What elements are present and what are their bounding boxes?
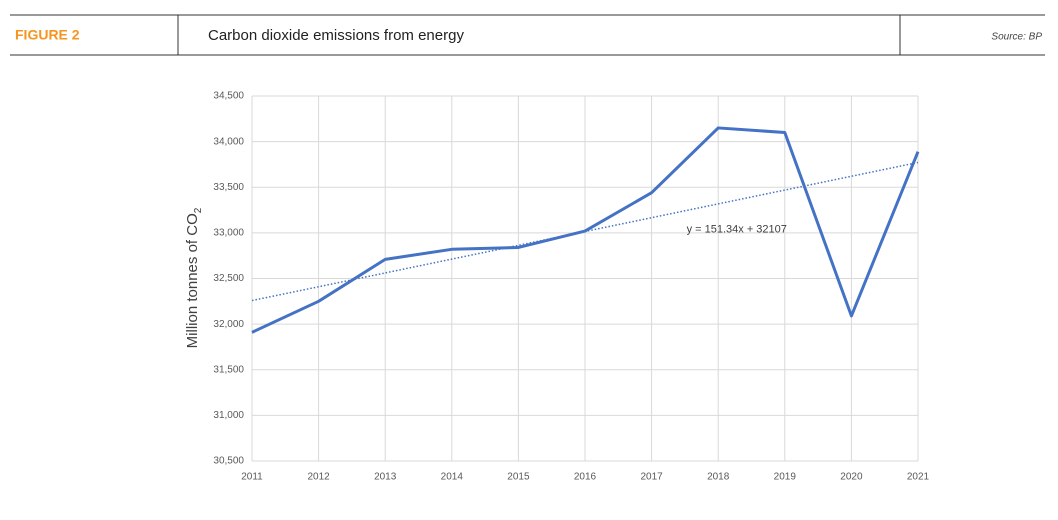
x-tick-label: 2017	[640, 472, 663, 483]
y-tick-label: 34,000	[213, 136, 244, 147]
x-tick-label: 2018	[707, 472, 730, 483]
figure-title: Carbon dioxide emissions from energy	[208, 27, 464, 44]
y-tick-label: 32,000	[213, 319, 244, 330]
y-tick-label: 30,500	[213, 456, 244, 467]
y-tick-label: 33,500	[213, 182, 244, 193]
x-tick-label: 2014	[441, 472, 464, 483]
y-tick-label: 34,500	[213, 91, 244, 102]
x-tick-label: 2015	[507, 472, 530, 483]
figure-number: FIGURE 2	[15, 27, 80, 43]
y-tick-label: 32,500	[213, 273, 244, 284]
y-axis-label: Million tonnes of CO2	[184, 207, 204, 348]
trendline-label: y = 151.34x + 32107	[687, 224, 787, 236]
source: Source: BP	[991, 32, 1042, 43]
x-tick-label: 2019	[774, 472, 797, 483]
x-tick-label: 2013	[374, 472, 397, 483]
y-tick-label: 31,500	[213, 364, 244, 375]
y-tick-label: 31,000	[213, 410, 244, 421]
y-axis-label-subscript: 2	[193, 207, 204, 213]
y-tick-label: 33,000	[213, 228, 244, 239]
x-tick-label: 2016	[574, 472, 597, 483]
x-tick-label: 2021	[907, 472, 930, 483]
y-axis-label-text: Million tonnes of CO	[184, 213, 201, 348]
x-tick-label: 2012	[307, 472, 330, 483]
trendline	[251, 161, 919, 302]
x-tick-label: 2011	[241, 472, 263, 483]
x-tick-label: 2020	[840, 472, 863, 483]
